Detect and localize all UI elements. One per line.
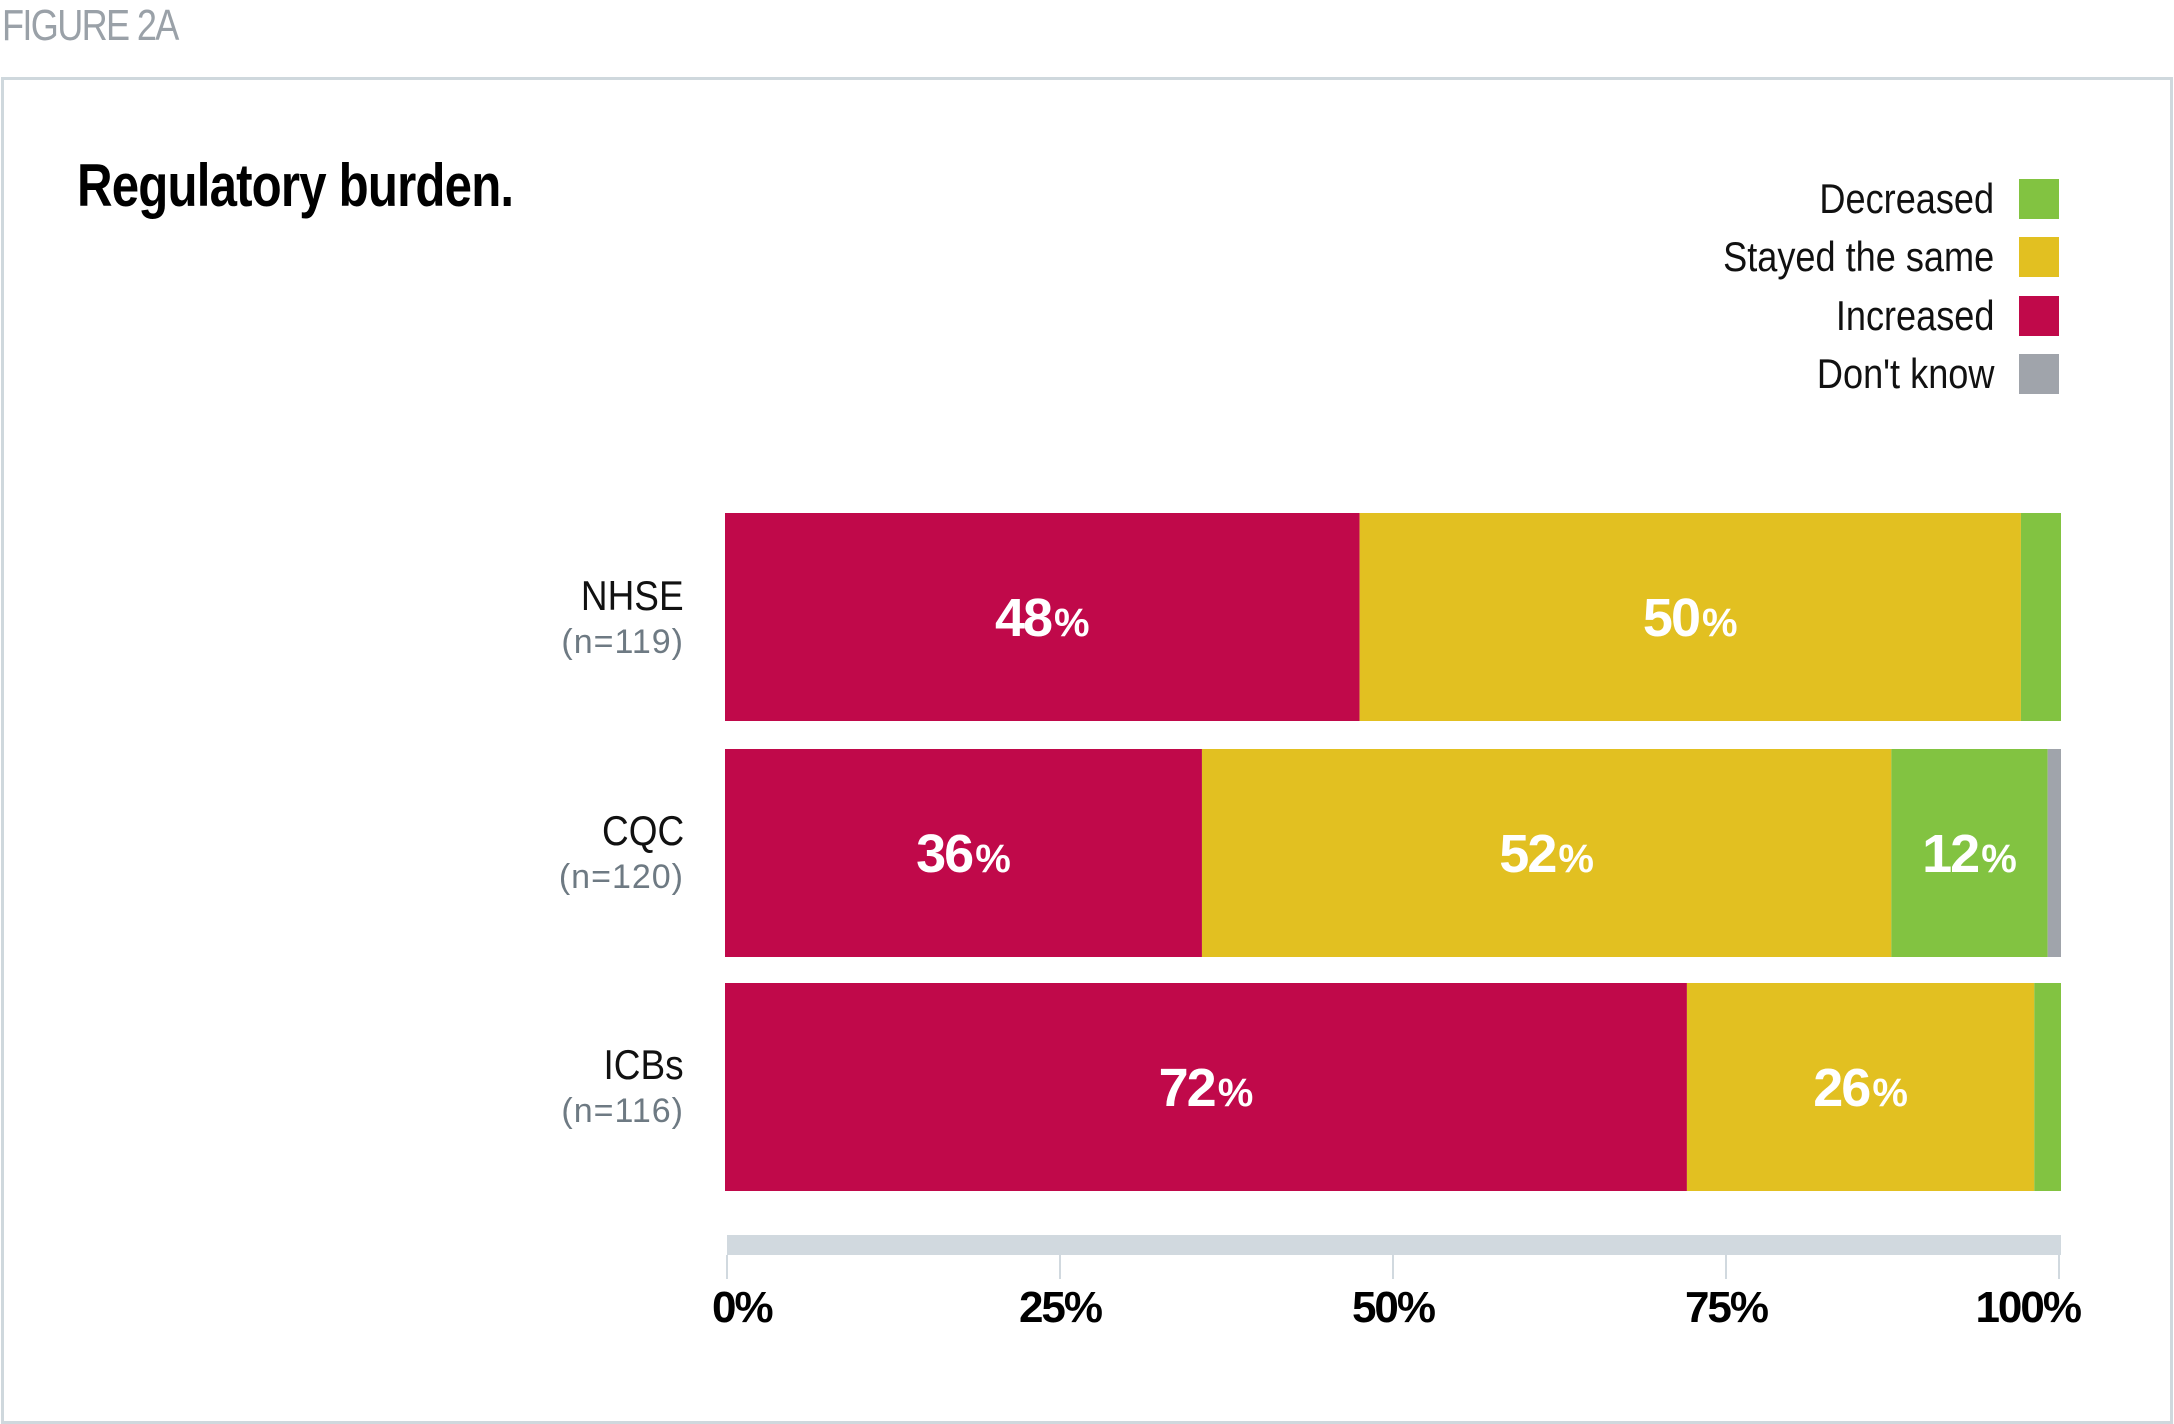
x-axis-tick bbox=[1059, 1255, 1061, 1279]
data-label: 26% bbox=[1813, 1058, 1908, 1118]
sample-size: (n=120) bbox=[558, 858, 684, 896]
sample-size: (n=119) bbox=[561, 623, 684, 661]
legend-swatch-dont-know bbox=[2019, 354, 2059, 395]
x-tick-label: 100% bbox=[1975, 1283, 2080, 1332]
legend-swatch-stayed-the-same bbox=[2019, 237, 2059, 278]
category-label-nhse: NHSE (n=119) bbox=[561, 572, 684, 664]
x-axis-tick bbox=[1725, 1255, 1727, 1279]
category-label-cqc: CQC (n=120) bbox=[559, 807, 684, 899]
chart-title: Regulatory burden. bbox=[77, 152, 514, 219]
x-tick-label: 25% bbox=[1019, 1283, 1102, 1332]
x-tick-label: 75% bbox=[1685, 1283, 1768, 1332]
legend-swatch-increased bbox=[2019, 295, 2059, 336]
bar-segment-stayed-the-same bbox=[1686, 983, 2035, 1191]
x-tick-label: 50% bbox=[1352, 1283, 1435, 1332]
data-label: 50% bbox=[1643, 588, 1738, 648]
bar-segment-decreased bbox=[2034, 983, 2061, 1191]
legend-swatch-decreased bbox=[2019, 179, 2059, 220]
bar-segment-decreased bbox=[2020, 513, 2061, 721]
x-axis-tick bbox=[726, 1255, 728, 1279]
legend-label: Increased bbox=[1835, 291, 1994, 339]
legend-item-stayed-the-same: Stayed the same bbox=[1679, 228, 2059, 286]
category-label-icbs: ICBs (n=116) bbox=[561, 1041, 684, 1133]
bar-segment-decreased bbox=[1891, 749, 2048, 957]
x-tick-label: 0% bbox=[712, 1283, 772, 1332]
data-label: 72% bbox=[1159, 1058, 1254, 1118]
data-label: 48% bbox=[995, 588, 1090, 648]
category-name: NHSE bbox=[581, 572, 684, 619]
x-axis-bar bbox=[727, 1235, 2061, 1255]
sample-size: (n=116) bbox=[561, 1092, 684, 1130]
data-label: 12% bbox=[1922, 824, 2017, 884]
legend: Decreased Stayed the same Increased Don'… bbox=[1679, 170, 2059, 403]
bar-cqc: 36% 52% 12% bbox=[725, 749, 2061, 957]
bar-segment-increased bbox=[725, 983, 1687, 1191]
legend-label: Decreased bbox=[1819, 175, 1994, 223]
x-axis-tick bbox=[2058, 1255, 2060, 1279]
data-label: 36% bbox=[916, 824, 1011, 884]
legend-item-increased: Increased bbox=[1679, 287, 2059, 345]
figure-label: FIGURE 2A bbox=[2, 1, 179, 50]
legend-label: Don't know bbox=[1816, 350, 1994, 398]
legend-label: Stayed the same bbox=[1722, 233, 1994, 281]
category-name: ICBs bbox=[603, 1041, 684, 1088]
bar-segment-increased bbox=[725, 513, 1360, 721]
bar-segment-stayed-the-same bbox=[1359, 513, 2021, 721]
data-label: 52% bbox=[1499, 824, 1594, 884]
x-axis-tick bbox=[1392, 1255, 1394, 1279]
legend-item-decreased: Decreased bbox=[1679, 170, 2059, 228]
bar-nhse: 48% 50% bbox=[725, 513, 2061, 721]
legend-item-dont-know: Don't know bbox=[1679, 345, 2059, 403]
bar-segment-don-t-know bbox=[2047, 749, 2061, 957]
bar-segment-stayed-the-same bbox=[1201, 749, 1892, 957]
bar-segment-increased bbox=[725, 749, 1202, 957]
category-name: CQC bbox=[601, 807, 684, 854]
bar-icbs: 72% 26% bbox=[725, 983, 2061, 1191]
